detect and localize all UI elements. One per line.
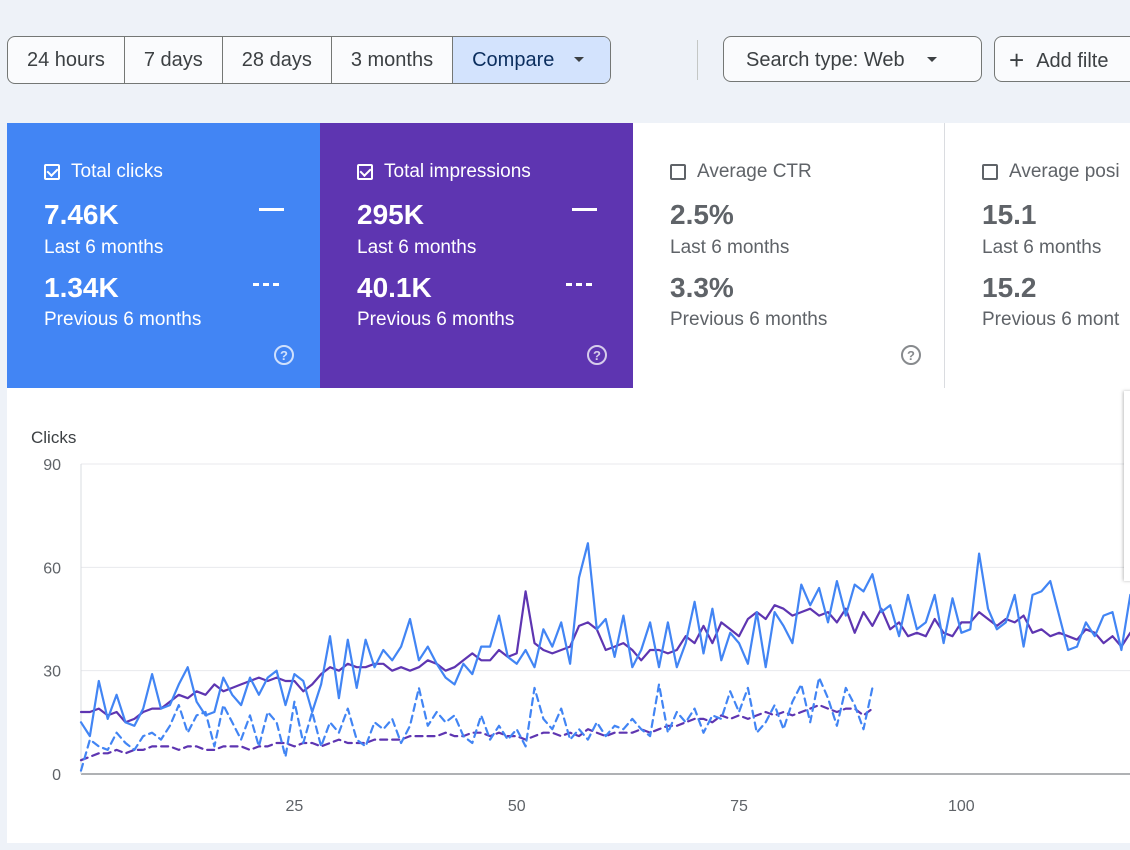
metric-current-period: Last 6 months — [982, 237, 1102, 258]
metric-current-period: Last 6 months — [44, 237, 164, 258]
metric-previous-value: 15.2 — [982, 272, 1037, 303]
metric-title: Average posi — [1009, 161, 1120, 182]
checkbox-unchecked-icon[interactable] — [670, 164, 686, 180]
metric-card-total-impressions[interactable]: Total impressions 295K Last 6 months 40.… — [320, 123, 633, 388]
toolbar-divider — [697, 40, 698, 80]
metric-title: Average CTR — [697, 161, 812, 182]
range-28-days-button[interactable]: 28 days — [223, 37, 332, 83]
metric-card-average-position[interactable]: Average posi 15.1 Last 6 months 15.2 Pre… — [945, 123, 1130, 388]
add-filter-label: Add filte — [1036, 50, 1109, 72]
solid-line-legend-icon — [259, 208, 284, 211]
clicks-previous-series-line — [79, 676, 874, 772]
y-tick-label: 0 — [52, 767, 61, 784]
dropdown-arrow-icon — [926, 57, 937, 63]
range-7-days-button[interactable]: 7 days — [125, 37, 223, 83]
metric-header: Average CTR — [670, 161, 812, 183]
help-icon[interactable]: ? — [274, 345, 294, 365]
range-24-hours-button[interactable]: 24 hours — [8, 37, 125, 83]
metric-current-value: 15.1 — [982, 199, 1037, 230]
metric-current-value: 7.46K — [44, 199, 119, 230]
x-tick-label: 25 — [286, 798, 304, 815]
metric-cards: Total clicks 7.46K Last 6 months 1.34K P… — [7, 123, 1130, 388]
y-tick-label: 30 — [43, 664, 61, 681]
clicks-current-series-line — [79, 542, 1130, 738]
solid-line-legend-icon — [572, 208, 597, 211]
metric-previous-value: 3.3% — [670, 272, 734, 303]
search-type-label: Search type: Web — [746, 49, 905, 71]
checkbox-checked-icon[interactable] — [357, 164, 373, 180]
metric-current-value: 295K — [357, 199, 424, 230]
metric-header: Total impressions — [357, 161, 531, 183]
tooltip-panel — [1124, 391, 1130, 581]
compare-label: Compare — [472, 49, 555, 71]
metric-title: Total clicks — [71, 161, 163, 182]
help-icon[interactable]: ? — [901, 345, 921, 365]
checkbox-checked-icon[interactable] — [44, 164, 60, 180]
dashed-line-legend-icon — [566, 283, 595, 286]
metric-previous-value: 40.1K — [357, 272, 432, 303]
x-tick-label: 100 — [948, 798, 975, 815]
compare-dropdown[interactable]: Compare — [453, 37, 611, 83]
metric-current-period: Last 6 months — [670, 237, 790, 258]
y-tick-label: 60 — [43, 560, 61, 577]
x-tick-label: 50 — [508, 798, 526, 815]
metric-card-average-ctr[interactable]: Average CTR 2.5% Last 6 months 3.3% Prev… — [633, 123, 945, 388]
dropdown-arrow-icon — [574, 57, 585, 63]
metric-previous-period: Previous 6 months — [44, 309, 202, 330]
y-axis-title: Clicks — [31, 428, 77, 447]
metric-card-total-clicks[interactable]: Total clicks 7.46K Last 6 months 1.34K P… — [7, 123, 320, 388]
impressions-current-series-line — [79, 590, 1130, 724]
metric-title: Total impressions — [384, 161, 531, 182]
plus-icon: + — [1009, 45, 1025, 75]
metric-header: Total clicks — [44, 161, 163, 183]
help-icon[interactable]: ? — [587, 345, 607, 365]
date-range-selector: 24 hours 7 days 28 days 3 months Compare — [7, 36, 612, 84]
performance-line-chart[interactable]: 906030025507510012 — [7, 388, 1130, 843]
dashed-line-legend-icon — [253, 283, 282, 286]
metric-previous-period: Previous 6 months — [357, 309, 515, 330]
metric-previous-period: Previous 6 mont — [982, 309, 1120, 330]
search-type-dropdown[interactable]: Search type: Web — [723, 36, 982, 82]
range-3-months-button[interactable]: 3 months — [332, 37, 454, 83]
metric-header: Average posi — [982, 161, 1120, 183]
metric-previous-period: Previous 6 months — [670, 309, 828, 330]
y-tick-label: 90 — [43, 457, 61, 474]
x-tick-label: 75 — [730, 798, 748, 815]
add-filter-button[interactable]: + Add filte — [994, 36, 1130, 82]
toolbar: 24 hours 7 days 28 days 3 months Compare… — [0, 0, 1130, 120]
performance-chart-card: Clicks 906030025507510012 — [7, 388, 1130, 843]
checkbox-unchecked-icon[interactable] — [982, 164, 998, 180]
metric-current-period: Last 6 months — [357, 237, 477, 258]
metric-previous-value: 1.34K — [44, 272, 119, 303]
metric-current-value: 2.5% — [670, 199, 734, 230]
